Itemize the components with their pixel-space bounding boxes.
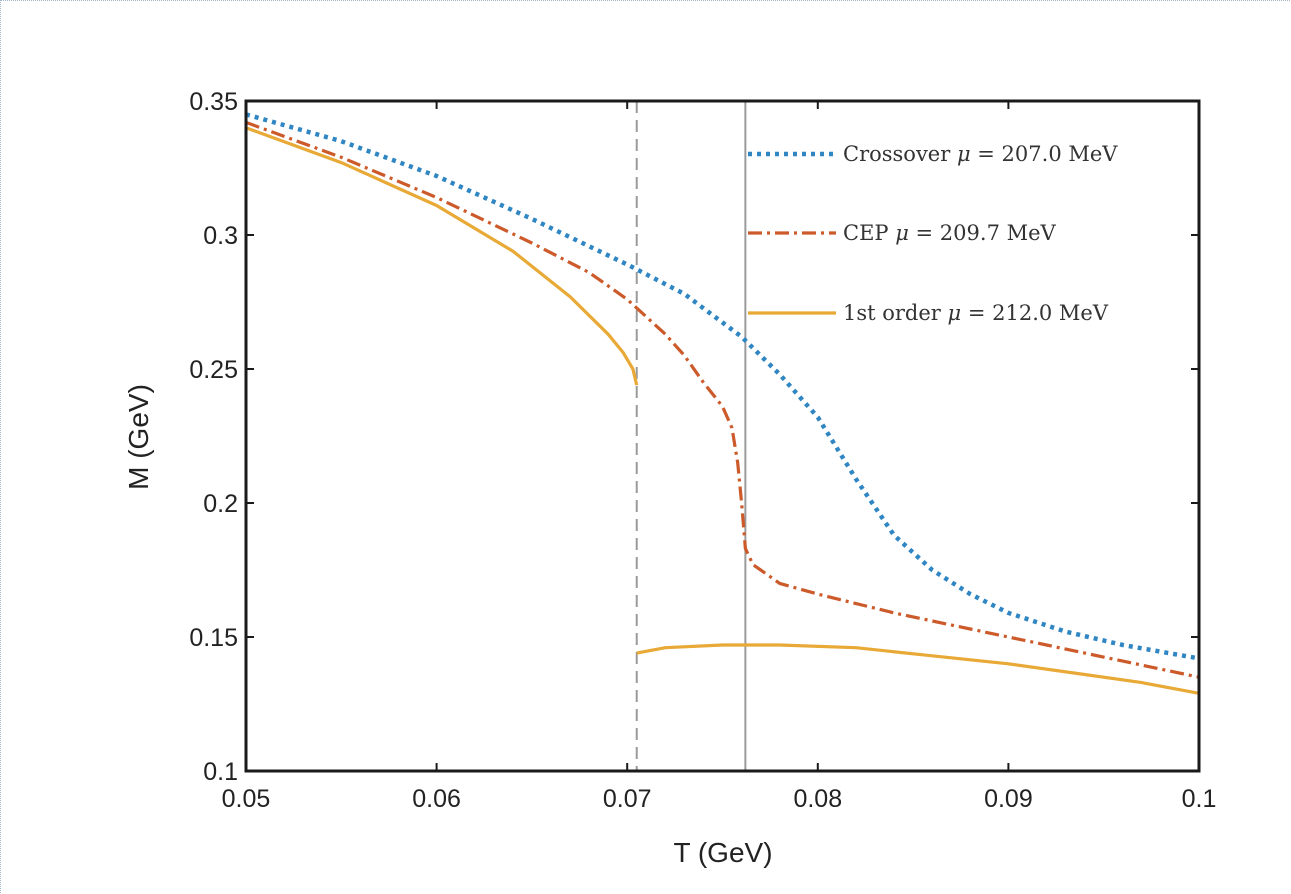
1st-order-legend-label: 1st order (843, 301, 942, 325)
cep-legend-unit: MeV (1000, 221, 1057, 245)
x-tick-label: 0.08 (793, 785, 842, 813)
cep-legend-label: CEP μ = 209.7 MeV (843, 221, 1057, 245)
1st-order-legend-unit: MeV (1052, 301, 1109, 325)
x-tick-label: 0.06 (412, 785, 461, 813)
y-tick-label: 0.35 (189, 88, 238, 116)
x-tick-label: 0.05 (222, 785, 271, 813)
x-axis-title: T (GeV) (673, 837, 772, 868)
y-axis-title: M (GeV) (123, 384, 154, 490)
crossover-legend-label: Crossover μ = 207.0 MeV (843, 142, 1118, 166)
1st-order-legend-value: = 212.0 (961, 301, 1052, 325)
cep-legend-symbol: μ (889, 221, 909, 245)
cep-curve (245, 120, 1200, 679)
series-layer (245, 112, 1200, 695)
1st-order-legend-label: 1st order μ = 212.0 MeV (843, 301, 1109, 325)
y-tick-label: 0.2 (203, 490, 238, 518)
axis-tick-labels: 0.05 0.06 0.07 0.08 0.09 0.1 0.1 0.15 0.2 0.25 0.3… (189, 88, 1216, 813)
crossover-legend-symbol: μ (950, 142, 970, 166)
1st-order-legend-symbol: μ (941, 301, 961, 325)
1st-order-curve (636, 643, 1200, 695)
x-tick-label: 0.1 (1182, 785, 1217, 813)
x-tick-label: 0.07 (603, 785, 652, 813)
y-tick-label: 0.25 (189, 356, 238, 384)
cep-legend-value: = 209.7 (909, 221, 1000, 245)
cep-legend-label: CEP (843, 221, 889, 245)
y-tick-label: 0.1 (203, 758, 238, 786)
plot-frame (244, 99, 1201, 773)
crossover-legend-unit: MeV (1062, 142, 1119, 166)
y-tick-label: 0.3 (203, 222, 238, 250)
y-tick-label: 0.15 (189, 624, 238, 652)
1st-order-curve (245, 126, 639, 386)
crossover-legend-label: Crossover (843, 142, 951, 166)
x-tick-label: 0.09 (984, 785, 1033, 813)
vertical-markers (635, 101, 747, 771)
crossover-curve (245, 112, 1200, 661)
crossover-legend-value: = 207.0 (971, 142, 1062, 166)
axis-ticks (245, 100, 1200, 772)
